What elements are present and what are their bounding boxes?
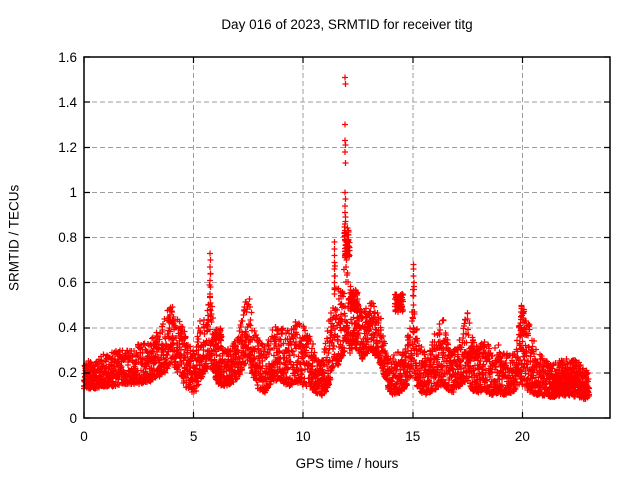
grid-lines	[84, 57, 610, 418]
x-tick-label: 0	[80, 429, 88, 444]
y-tick-label: 0.2	[58, 365, 77, 381]
x-tick-label: 15	[405, 429, 421, 444]
data-points	[81, 74, 592, 402]
x-axis-label: GPS time / hours	[295, 456, 399, 471]
y-tick-label: 0	[69, 410, 77, 426]
x-tick-label: 20	[514, 429, 530, 444]
y-tick-label: 0.8	[58, 230, 77, 245]
y-tick-label: 1.6	[58, 49, 77, 65]
y-tick-label: 0.4	[58, 320, 77, 336]
plot-border	[83, 56, 611, 419]
chart-title: Day 016 of 2023, SRMTID for receiver tit…	[221, 17, 473, 32]
x-tick-label: 10	[295, 429, 311, 444]
y-tick-label: 1.2	[58, 139, 77, 155]
x-tick-label: 5	[189, 429, 198, 444]
y-tick-label: 0.6	[58, 275, 77, 291]
y-tick-label: 1	[69, 184, 77, 200]
y-tick-label: 1.4	[58, 94, 77, 110]
